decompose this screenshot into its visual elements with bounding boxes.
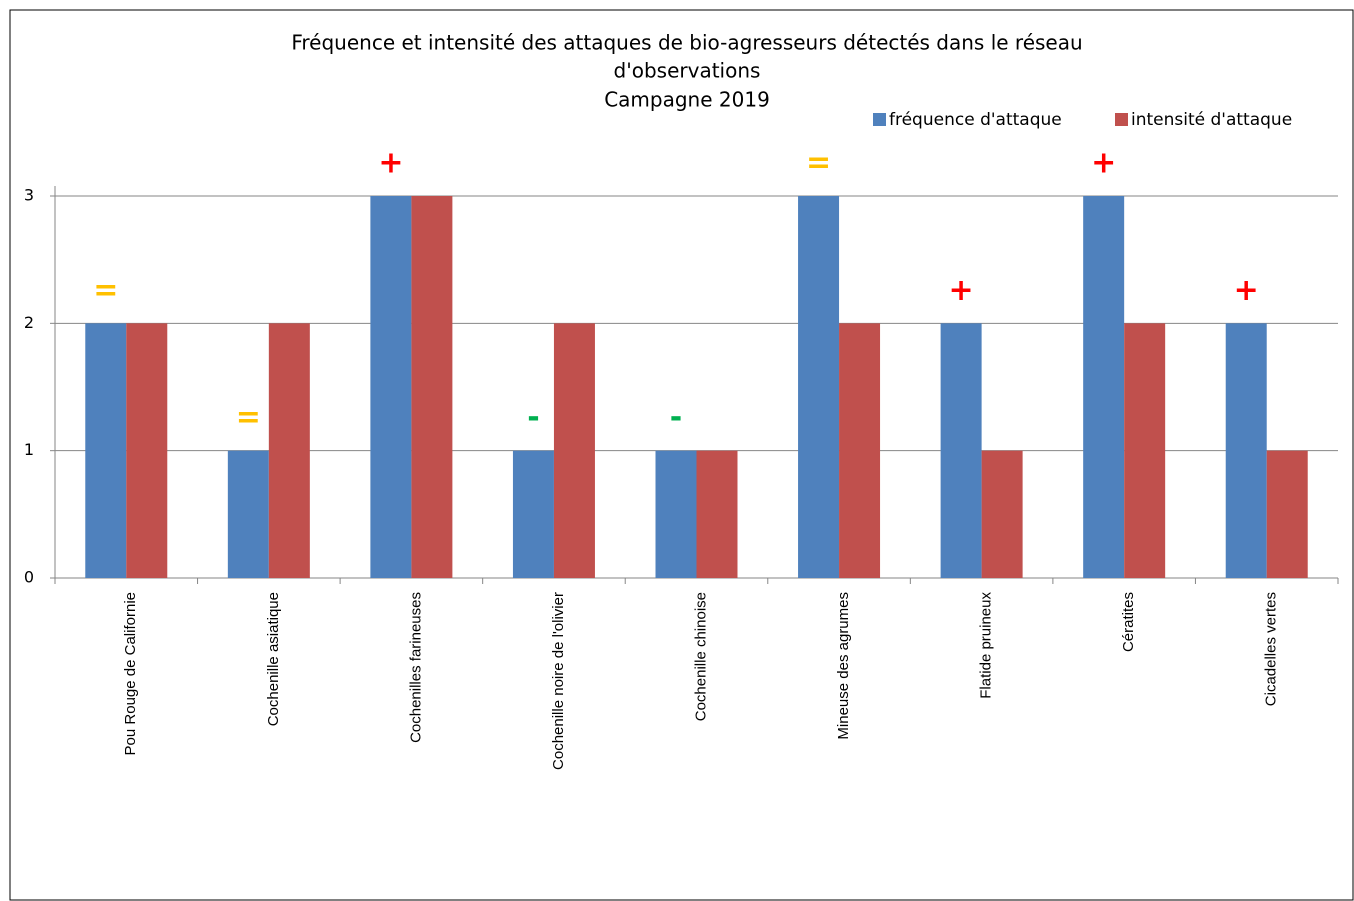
bar (1083, 196, 1125, 578)
y-tick-label: 3 (24, 186, 34, 205)
bar (1266, 450, 1308, 578)
trend-label: = (93, 273, 118, 308)
bar (655, 450, 697, 578)
y-tick-label: 1 (24, 440, 34, 459)
x-tick-label: Cochenille noire de l'olivier (550, 592, 567, 770)
bar (1225, 323, 1267, 578)
bar (411, 196, 453, 578)
bar (268, 323, 310, 578)
x-tick-label: Pou Rouge de Californie (122, 592, 139, 755)
trend-label: = (236, 400, 261, 435)
bar (798, 196, 840, 578)
bar (126, 323, 168, 578)
x-tick-label: Cochenilles farineuses (407, 592, 424, 743)
x-tick-label: Flatide pruineux (978, 592, 995, 699)
trend-label: + (949, 273, 974, 308)
bar (512, 450, 554, 578)
bar (370, 196, 412, 578)
y-tick-label: 2 (24, 313, 34, 332)
legend-swatch (873, 113, 886, 126)
x-tick-label: Cicadelles vertes (1263, 592, 1280, 706)
legend-swatch (1115, 113, 1128, 126)
bar (1124, 323, 1166, 578)
bar (839, 323, 881, 578)
y-tick-label: 0 (24, 568, 34, 587)
chart-title: d'observations (614, 59, 761, 83)
bar (227, 450, 269, 578)
chart-title: Fréquence et intensité des attaques de b… (291, 31, 1082, 55)
chart-title: Campagne 2019 (604, 88, 770, 112)
trend-label: + (1091, 146, 1116, 181)
x-tick-label: Cochenille asiatique (265, 592, 282, 726)
x-tick-label: Cochenille chinoise (692, 592, 709, 721)
trend-label: - (670, 400, 682, 435)
legend-label: fréquence d'attaque (889, 110, 1062, 130)
legend-label: intensité d'attaque (1131, 110, 1292, 130)
bar (981, 450, 1023, 578)
x-tick-label: Mineuse des agrumes (835, 592, 852, 740)
trend-label: + (1234, 273, 1259, 308)
bar (940, 323, 982, 578)
trend-label: - (527, 400, 539, 435)
trend-label: + (378, 146, 403, 181)
trend-label: = (806, 146, 831, 181)
x-tick-label: Cératites (1120, 592, 1137, 652)
bar (85, 323, 127, 578)
bar (696, 450, 738, 578)
bar (553, 323, 595, 578)
